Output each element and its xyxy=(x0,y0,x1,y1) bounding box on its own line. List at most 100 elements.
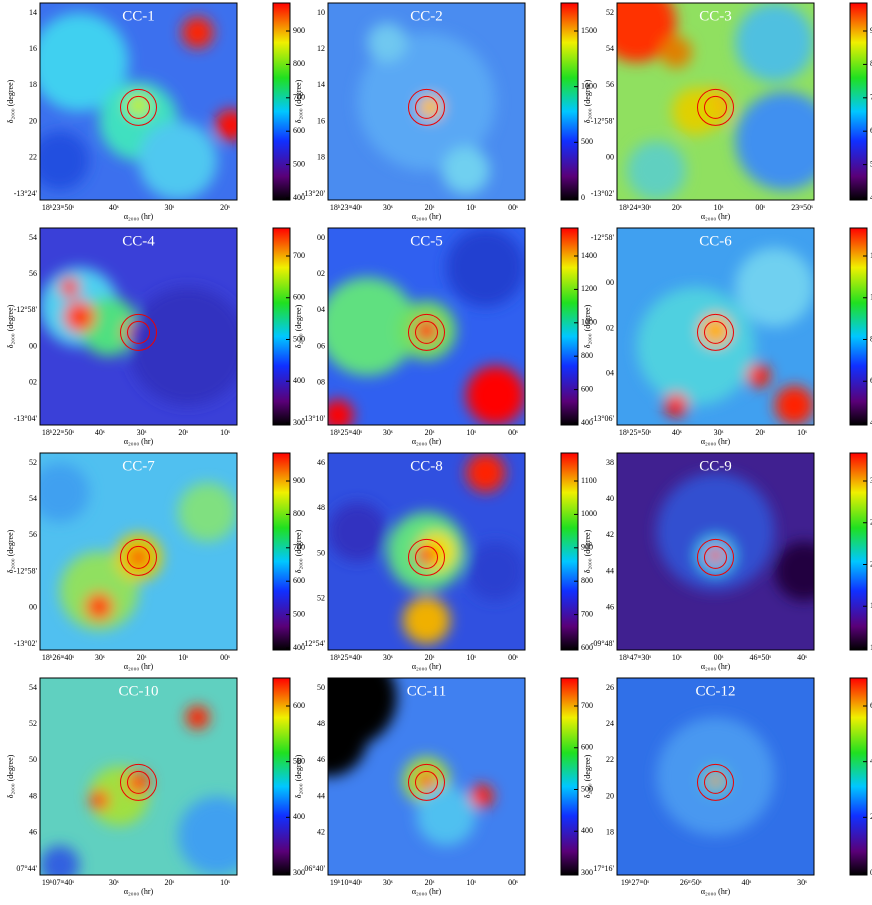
colorbar-tick-label: 700 xyxy=(581,701,593,710)
x-tick-label: 18ʰ24ᵐ30ˢ xyxy=(619,203,651,212)
emission-blob xyxy=(774,385,814,425)
emission-blob xyxy=(672,87,720,135)
colorbar-tick-label: 400 xyxy=(293,812,305,821)
colorbar-tick-label: 500 xyxy=(293,334,305,343)
emission-blob xyxy=(402,596,451,645)
emission-blob xyxy=(664,393,688,418)
x-tick-label: 00ˢ xyxy=(508,653,518,662)
x-tick-label: 23ᵐ50ˢ xyxy=(791,203,813,212)
y-tick-label: 18 xyxy=(29,80,37,89)
emission-blob xyxy=(636,287,755,406)
emission-blob xyxy=(138,121,218,200)
emission-blob xyxy=(626,140,686,200)
aperture-outer xyxy=(408,538,445,576)
y-tick-label: 02 xyxy=(29,378,37,387)
map-image xyxy=(328,678,525,875)
x-axis-label: α₂₀₀₀ (hr) xyxy=(701,212,731,221)
y-axis-label: δ₂₀₀₀ (degree) xyxy=(583,529,592,573)
y-tick-label: 26 xyxy=(606,683,614,692)
x-tick-label: 18ʰ23ᵐ40ˢ xyxy=(330,203,362,212)
emission-blob xyxy=(735,3,814,82)
colorbar-tick-label: 400 xyxy=(293,376,305,385)
x-tick-label: 40ˢ xyxy=(741,878,751,887)
map-image xyxy=(40,678,237,875)
emission-blob xyxy=(328,277,417,376)
colorbar-tick-label: 400 xyxy=(870,418,872,427)
y-tick-label: 50 xyxy=(317,683,325,692)
y-tick-label: 02 xyxy=(606,323,614,332)
x-tick-label: 40ˢ xyxy=(797,653,807,662)
y-axis-label: δ₂₀₀₀ (degree) xyxy=(583,79,592,123)
y-tick-label: -09°48' xyxy=(591,639,615,648)
y-tick-label: 22 xyxy=(29,153,37,162)
y-tick-label: 56 xyxy=(606,80,614,89)
colorbar-tick-label: 200 xyxy=(870,812,872,821)
y-tick-label: -13°10' xyxy=(302,414,326,423)
x-axis-label: α₂₀₀₀ (hr) xyxy=(412,887,442,896)
colorbar-tick-label: 600 xyxy=(870,376,872,385)
colorbar-tick-label: 500 xyxy=(293,159,305,168)
x-tick-label: 40ˢ xyxy=(109,203,119,212)
colorbar-tick-label: 600 xyxy=(581,643,593,652)
x-tick-label: 10ˢ xyxy=(466,203,476,212)
emission-blob xyxy=(40,462,90,522)
x-tick-label: 10ˢ xyxy=(220,878,230,887)
colorbar-tick-label: 700 xyxy=(293,251,305,260)
y-tick-label: 14 xyxy=(29,8,37,17)
y-axis-label: δ₂₀₀₀ (degree) xyxy=(6,754,15,798)
y-tick-label: 46 xyxy=(606,603,614,612)
colorbar-tick-label: 1000 xyxy=(581,318,597,327)
x-tick-label: 19ʰ27ᵐ0ˢ xyxy=(621,878,649,887)
aperture-inner xyxy=(127,770,150,794)
y-tick-label: 16 xyxy=(317,116,325,125)
map-frame xyxy=(327,677,526,876)
emission-blob xyxy=(416,770,437,791)
x-tick-label: 18ʰ22ᵐ50ˢ xyxy=(42,428,74,437)
emission-blob xyxy=(709,774,722,787)
colorbar xyxy=(849,677,868,876)
colorbar-tick-label: 1100 xyxy=(581,476,597,485)
emission-blob xyxy=(656,472,775,591)
emission-blob xyxy=(128,287,237,406)
emission-blob xyxy=(328,399,354,425)
colorbar xyxy=(849,452,868,651)
y-tick-label: 20 xyxy=(606,791,614,800)
y-axis-label: δ₂₀₀₀ (degree) xyxy=(294,79,303,123)
aperture-inner xyxy=(415,320,438,344)
y-tick-label: 54 xyxy=(29,494,37,503)
colorbar-tick-label: 600 xyxy=(870,126,872,135)
x-tick-label: 30ˢ xyxy=(383,878,393,887)
aperture-outer xyxy=(120,538,157,576)
y-tick-label: 06 xyxy=(317,341,325,350)
x-tick-label: 20ˢ xyxy=(425,878,435,887)
colorbar-tick-label: 2500 xyxy=(870,518,872,527)
map-structure xyxy=(40,462,237,631)
colorbar-tick-label: 800 xyxy=(293,59,305,68)
x-tick-label: 10ˢ xyxy=(220,428,230,437)
colorbar-tick-label: 1000 xyxy=(581,81,597,90)
y-tick-label: 24 xyxy=(606,719,614,728)
colorbar-tick-label: 800 xyxy=(581,351,593,360)
colorbar-tick-label: 1000 xyxy=(870,293,872,302)
colorbar-tick-label: 600 xyxy=(870,701,872,710)
colorbar-tick-label: 900 xyxy=(293,476,305,485)
x-tick-label: 40ˢ xyxy=(672,428,682,437)
colorbar-tick-label: 1000 xyxy=(870,643,872,652)
colorbar-tick-label: 800 xyxy=(581,576,593,585)
colorbar xyxy=(560,677,579,876)
map-frame xyxy=(616,227,815,426)
y-tick-label: 22 xyxy=(606,755,614,764)
emission-blob xyxy=(469,784,494,809)
map-structure xyxy=(40,267,237,406)
emission-blob xyxy=(89,790,109,810)
colorbar xyxy=(560,452,579,651)
x-tick-label: 00ˢ xyxy=(508,878,518,887)
colorbar-tick-label: 600 xyxy=(581,743,593,752)
x-tick-label: 18ʰ26ᵐ40ˢ xyxy=(42,653,74,662)
x-tick-label: 30ˢ xyxy=(95,653,105,662)
y-axis-label: δ₂₀₀₀ (degree) xyxy=(6,529,15,573)
emission-blob xyxy=(177,796,237,875)
colorbar-tick-label: 800 xyxy=(870,59,872,68)
colorbar-tick-label: 2000 xyxy=(870,559,872,568)
